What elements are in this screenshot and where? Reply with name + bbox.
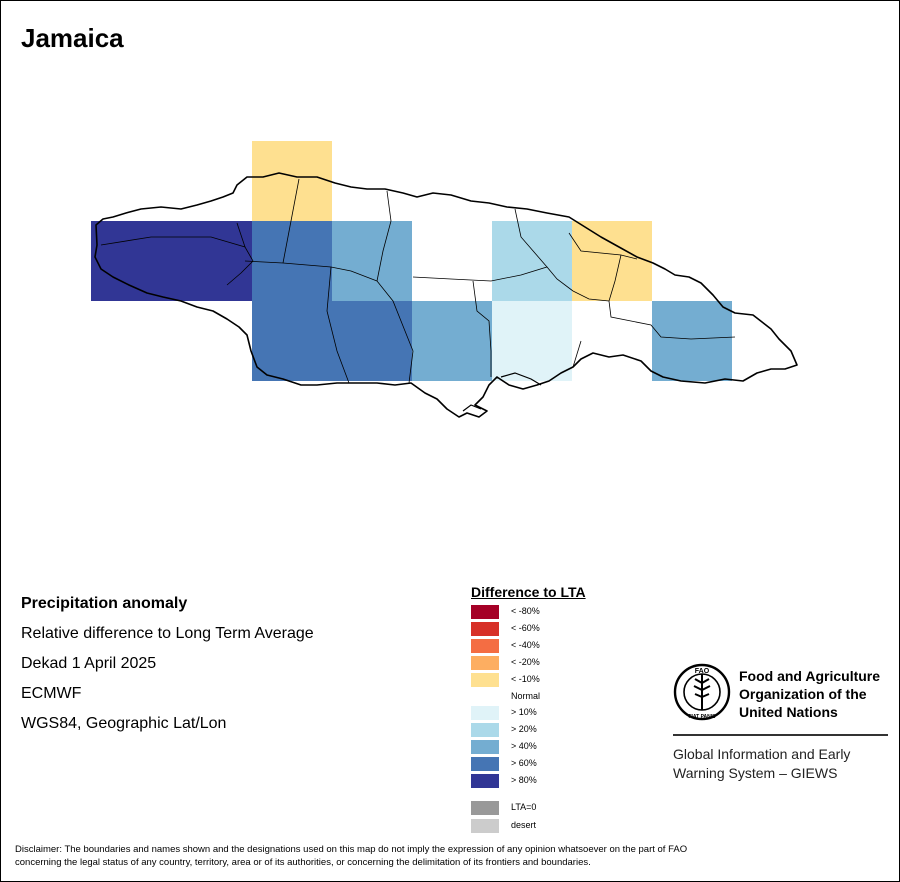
legend-label: < -40%	[511, 640, 540, 650]
fao-name-line: Food and Agriculture	[739, 668, 881, 684]
legend-label: > 10%	[511, 707, 537, 717]
parish-boundaries	[100, 178, 736, 384]
harbour-cays	[462, 372, 542, 412]
info-line: WGS84, Geographic Lat/Lon	[21, 715, 227, 732]
grid-cell	[492, 301, 572, 381]
legend-label: desert	[511, 820, 537, 830]
giews-name: Global Information and Early Warning Sys…	[673, 745, 850, 783]
giews-line: Warning System – GIEWS	[673, 765, 838, 781]
giews-line: Global Information and Early	[673, 746, 851, 762]
map-title: Jamaica	[21, 23, 124, 53]
divider	[673, 734, 888, 736]
legend-label: < -10%	[511, 674, 540, 684]
fao-logo-icon: FAO FIAT PANIS	[673, 663, 731, 721]
fao-name-line: Organization of the	[739, 686, 867, 702]
fao-name: Food and Agriculture Organization of the…	[739, 667, 880, 721]
grid-cell	[332, 221, 412, 301]
legend-swatch	[471, 690, 499, 704]
grid-cell	[252, 141, 332, 221]
legend-swatch	[471, 706, 499, 720]
map-canvas	[91, 141, 798, 418]
legend-swatch	[471, 819, 499, 833]
legend-swatch	[471, 605, 499, 619]
legend-swatch	[471, 656, 499, 670]
anomaly-grid	[91, 141, 732, 381]
legend-title: Difference to LTA	[471, 584, 586, 600]
legend-swatch	[471, 723, 499, 737]
fao-logo-text: FAO	[695, 668, 710, 675]
grid-cell	[572, 221, 652, 301]
disclaimer: Disclaimer: The boundaries and names sho…	[15, 843, 885, 869]
legend-swatch	[471, 622, 499, 636]
legend-label: Normal	[511, 691, 541, 701]
legend-label: > 80%	[511, 775, 537, 785]
grid-cell	[652, 301, 732, 381]
legend-swatch	[471, 673, 499, 687]
map-info: Precipitation anomaly Relative differenc…	[21, 589, 314, 739]
legend-swatch	[471, 757, 499, 771]
legend-label: > 60%	[511, 758, 537, 768]
legend-swatch	[471, 801, 499, 815]
legend-label: < -20%	[511, 657, 540, 667]
info-line: Dekad 1 April 2025	[21, 655, 157, 672]
legend-label: > 40%	[511, 741, 537, 751]
disclaimer-line: Disclaimer: The boundaries and names sho…	[15, 844, 688, 855]
legend-label: > 20%	[511, 724, 537, 734]
info-line: Relative difference to Long Term Average	[21, 625, 314, 642]
legend-label: LTA=0	[511, 802, 537, 812]
grid-cell	[412, 301, 492, 381]
grid-cell	[252, 221, 332, 301]
info-line: ECMWF	[21, 685, 82, 702]
info-heading: Precipitation anomaly	[21, 595, 188, 612]
legend-label: < -60%	[511, 623, 540, 633]
disclaimer-line: concerning the legal status of any count…	[15, 857, 591, 868]
jamaica-coastline	[94, 172, 798, 418]
legend: Difference to LTA < -80% < -60% < -40% < -2…	[471, 584, 611, 833]
legend-label: < -80%	[511, 606, 540, 616]
legend-swatch	[471, 639, 499, 653]
grid-cell	[492, 221, 572, 301]
legend-swatch	[471, 774, 499, 788]
fao-name-line: United Nations	[739, 704, 838, 720]
fao-logo-motto: FIAT PANIS	[688, 714, 716, 720]
grid-cell	[252, 301, 412, 381]
grid-cell	[91, 221, 252, 301]
legend-swatch	[471, 740, 499, 754]
